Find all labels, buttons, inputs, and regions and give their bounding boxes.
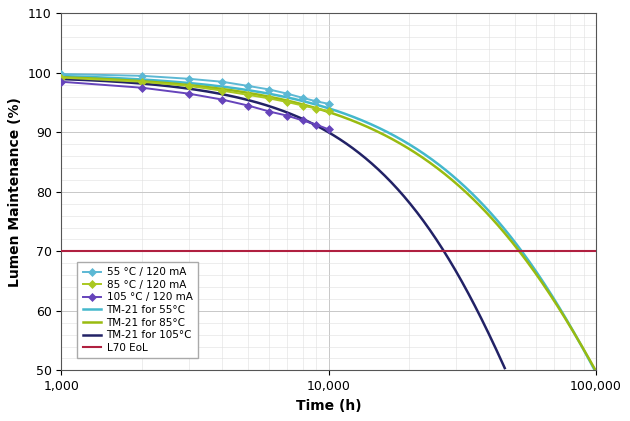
TM-21 for 105°C [375, 168, 383, 173]
Line: TM-21 for 55°C: TM-21 for 55°C [62, 76, 595, 370]
Line: 55 °C / 120 mA: 55 °C / 120 mA [59, 71, 331, 107]
TM-21 for 55°C [311, 102, 319, 107]
105 °C / 120 mA [312, 122, 320, 127]
85 °C / 120 mA [312, 106, 320, 111]
55 °C / 120 mA [266, 87, 273, 92]
55 °C / 120 mA [219, 79, 226, 84]
105 °C / 120 mA [284, 113, 291, 118]
Line: 85 °C / 120 mA: 85 °C / 120 mA [59, 75, 331, 114]
TM-21 for 85°C [346, 117, 354, 123]
85 °C / 120 mA [284, 99, 291, 104]
TM-21 for 55°C [346, 113, 354, 118]
TM-21 for 85°C [58, 75, 66, 80]
85 °C / 120 mA [299, 103, 307, 108]
55 °C / 120 mA [138, 73, 146, 78]
55 °C / 120 mA [325, 101, 333, 107]
TM-21 for 55°C [58, 74, 66, 79]
105 °C / 120 mA [325, 127, 333, 132]
TM-21 for 55°C [375, 125, 383, 131]
TM-21 for 105°C [58, 77, 66, 82]
TM-21 for 105°C [311, 123, 319, 128]
TM-21 for 85°C [496, 224, 503, 229]
55 °C / 120 mA [312, 99, 320, 104]
105 °C / 120 mA [58, 79, 66, 84]
Y-axis label: Lumen Maintenance (%): Lumen Maintenance (%) [8, 97, 22, 287]
TM-21 for 85°C [375, 130, 383, 135]
TM-21 for 105°C [314, 124, 322, 129]
85 °C / 120 mA [185, 83, 193, 88]
55 °C / 120 mA [284, 91, 291, 96]
TM-21 for 105°C [346, 144, 354, 149]
85 °C / 120 mA [266, 96, 273, 101]
85 °C / 120 mA [58, 75, 66, 80]
TM-21 for 105°C [496, 354, 503, 359]
55 °C / 120 mA [299, 95, 307, 100]
TM-21 for 85°C [311, 105, 319, 110]
Line: 105 °C / 120 mA: 105 °C / 120 mA [59, 79, 331, 132]
TM-21 for 55°C [496, 221, 503, 226]
85 °C / 120 mA [325, 108, 333, 113]
Legend: 55 °C / 120 mA, 85 °C / 120 mA, 105 °C / 120 mA, TM-21 for 55°C, TM-21 for 85°C,: 55 °C / 120 mA, 85 °C / 120 mA, 105 °C /… [77, 262, 198, 358]
105 °C / 120 mA [219, 97, 226, 102]
TM-21 for 85°C [579, 346, 587, 351]
55 °C / 120 mA [185, 76, 193, 81]
TM-21 for 55°C [314, 103, 322, 108]
Line: TM-21 for 85°C: TM-21 for 85°C [62, 77, 595, 369]
105 °C / 120 mA [299, 118, 307, 123]
TM-21 for 55°C [579, 346, 587, 351]
55 °C / 120 mA [244, 83, 252, 88]
85 °C / 120 mA [219, 88, 226, 93]
105 °C / 120 mA [266, 109, 273, 114]
85 °C / 120 mA [244, 92, 252, 97]
105 °C / 120 mA [185, 91, 193, 96]
105 °C / 120 mA [138, 85, 146, 90]
55 °C / 120 mA [58, 72, 66, 77]
TM-21 for 85°C [314, 107, 322, 112]
X-axis label: Time (h): Time (h) [296, 399, 362, 413]
Line: TM-21 for 105°C: TM-21 for 105°C [62, 79, 505, 368]
85 °C / 120 mA [138, 79, 146, 84]
105 °C / 120 mA [244, 103, 252, 108]
